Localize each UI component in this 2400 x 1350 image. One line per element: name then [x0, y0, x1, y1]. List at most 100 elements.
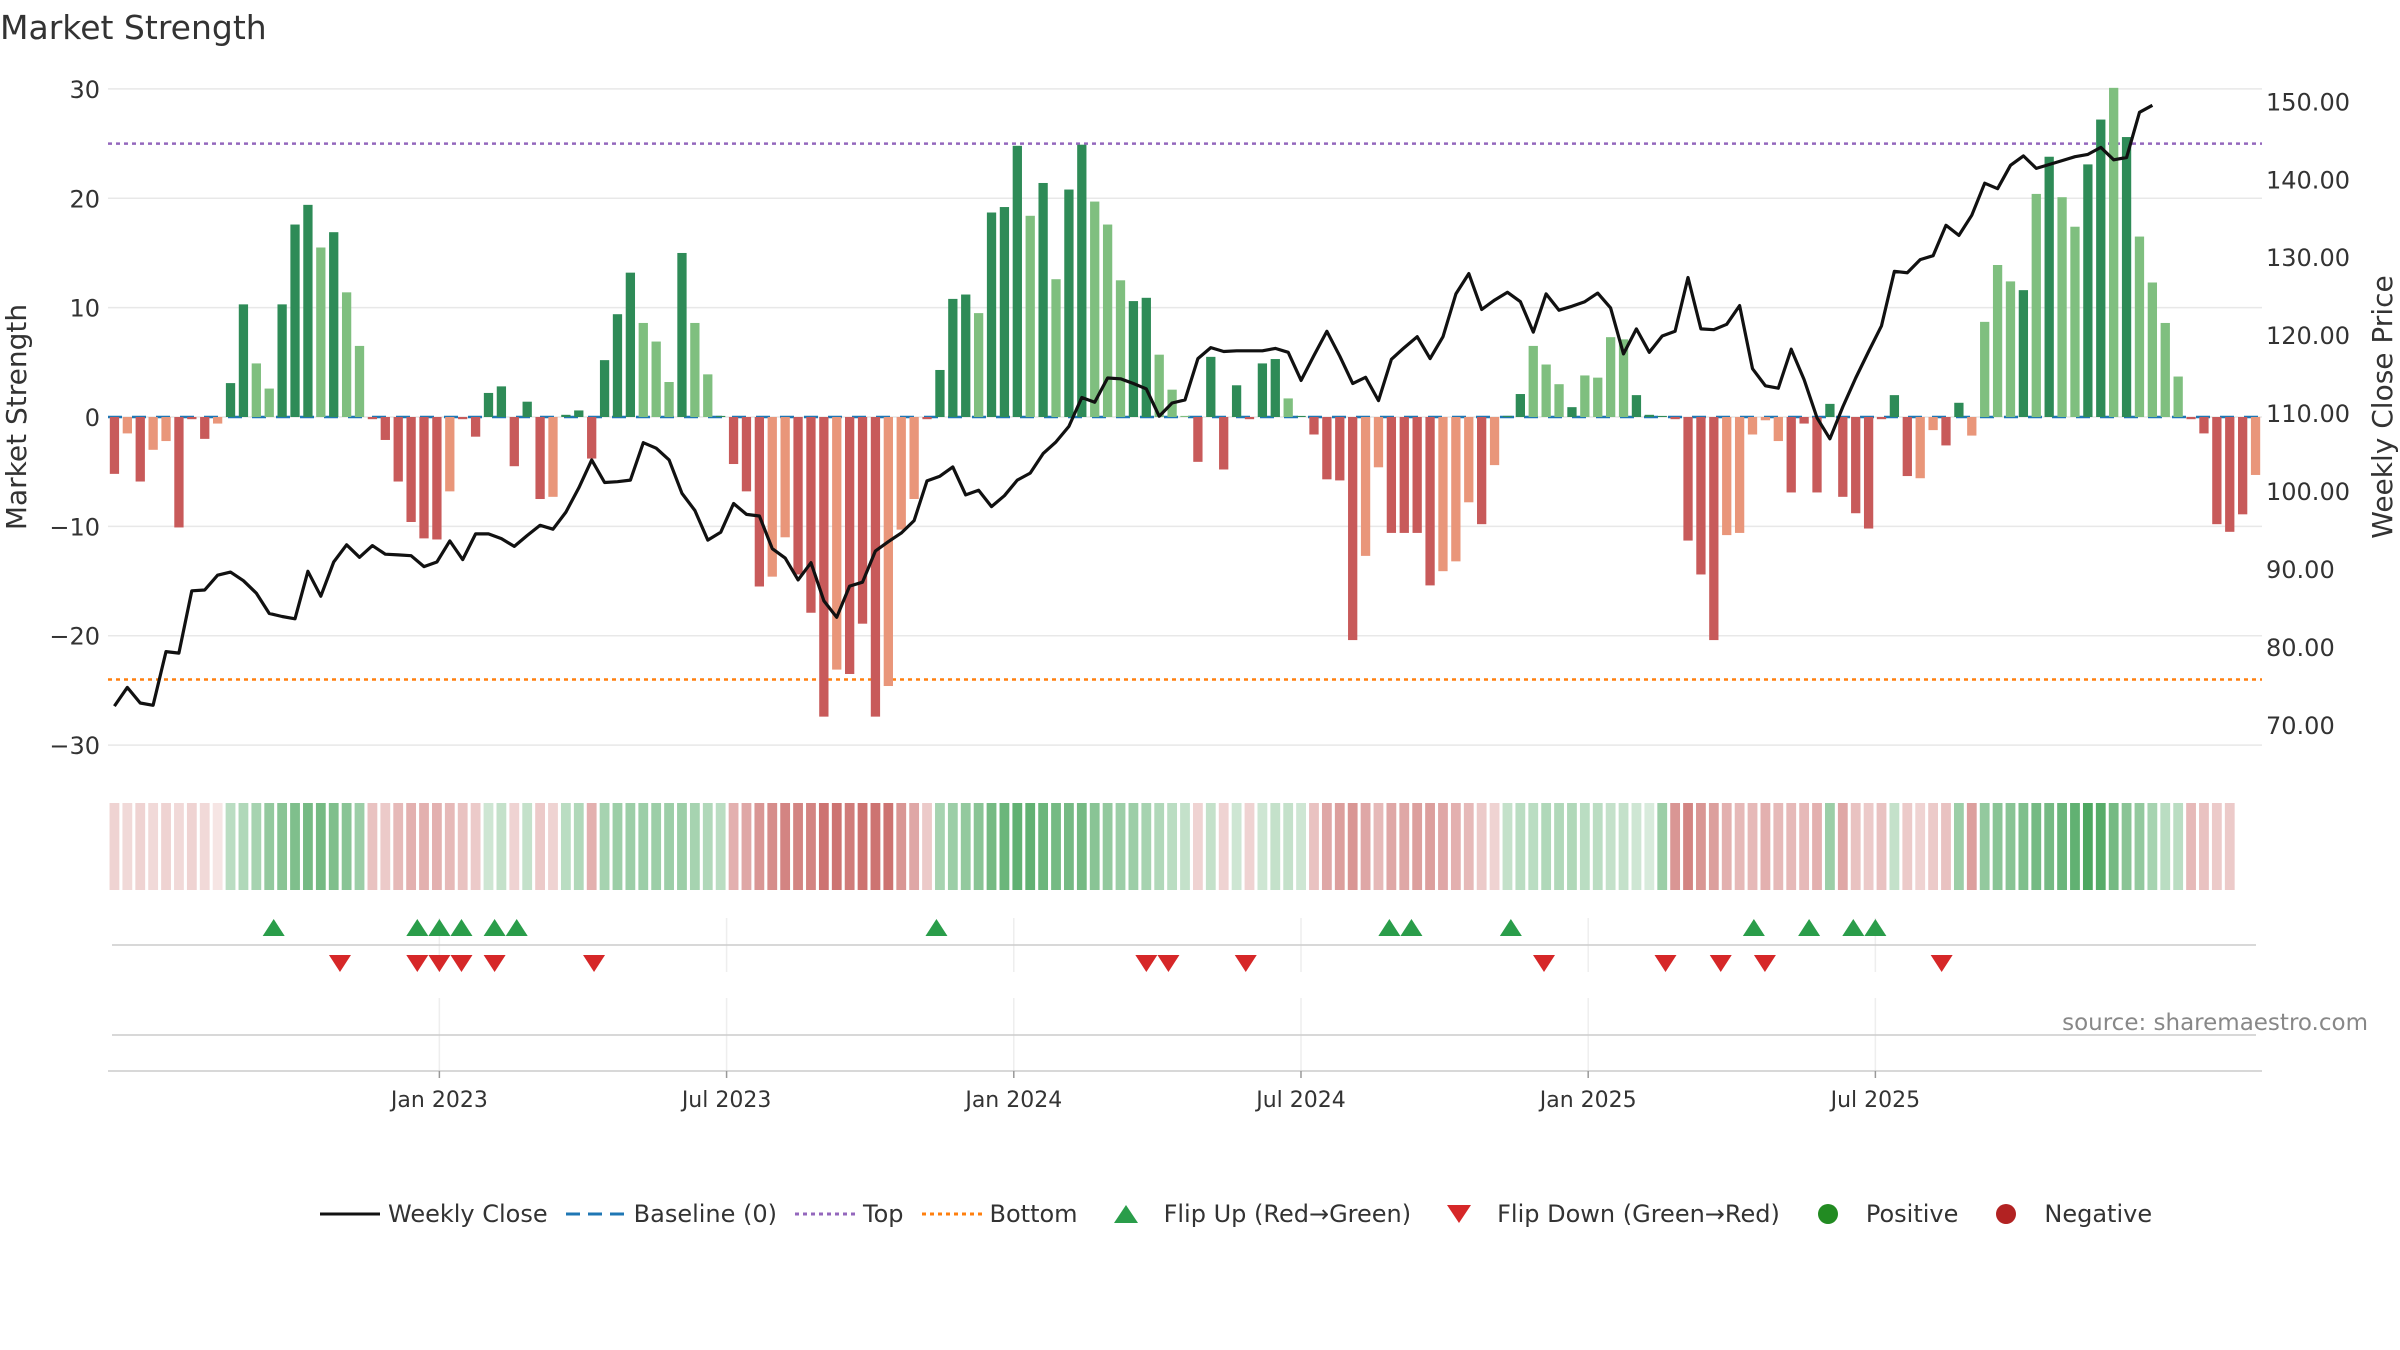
ribbon-cell	[1837, 803, 1848, 890]
ribbon-cell	[393, 803, 404, 890]
ribbon-cell	[1180, 803, 1190, 890]
dotted-line-icon	[795, 1200, 856, 1228]
legend-item-flip-up[interactable]: Flip Up (Red→Green)	[1096, 1200, 1411, 1228]
flip-down-marker	[428, 955, 451, 972]
dotted-line-icon	[921, 1200, 982, 1228]
strength-bar	[1709, 417, 1719, 641]
legend-label: Weekly Close	[388, 1200, 548, 1228]
y2-tick-label: 100.00	[2266, 478, 2350, 506]
ribbon-cell	[2186, 803, 2196, 890]
y2-tick-label: 150.00	[2266, 88, 2350, 116]
ribbon-cell	[818, 803, 829, 890]
ribbon-cell	[741, 803, 752, 890]
flip-up-marker	[1864, 919, 1887, 936]
legend-item-baseline[interactable]: Baseline (0)	[565, 1200, 777, 1228]
ribbon-cell	[2134, 803, 2145, 890]
x-tick-label: Jul 2024	[1254, 1088, 1346, 1113]
legend-item-negative[interactable]: Negative	[1976, 1200, 2152, 1228]
ribbon-cell	[483, 803, 494, 890]
y-tick-label: 30	[69, 76, 100, 104]
ribbon-cell	[1283, 803, 1294, 890]
ribbon-cell	[1786, 803, 1797, 890]
legend-item-top[interactable]: Top	[795, 1200, 904, 1228]
strength-bar	[664, 382, 674, 417]
strength-bar	[135, 417, 145, 482]
strength-bar	[754, 417, 765, 587]
y-tick-label: 20	[69, 185, 100, 213]
strength-bar	[1502, 415, 1513, 417]
strength-bars	[109, 87, 2261, 717]
legend-item-bottom[interactable]: Bottom	[921, 1200, 1078, 1228]
strength-bar	[2109, 87, 2119, 418]
strength-bar	[922, 417, 932, 420]
strength-bar	[1515, 394, 1525, 417]
ribbon-cell	[1476, 803, 1487, 890]
triangle-up-icon	[1096, 1200, 1156, 1228]
strength-bar	[1541, 364, 1551, 417]
flip-up-marker	[925, 919, 948, 936]
ribbon-cell	[1463, 803, 1474, 890]
strength-bar	[1064, 189, 1074, 417]
strength-bar	[1464, 417, 1474, 503]
ribbon-cell	[2224, 803, 2235, 890]
ribbon-cell	[1889, 803, 1900, 890]
ribbon-cell	[651, 803, 662, 890]
ribbon-cell	[1438, 803, 1448, 890]
x-tick-label: Jul 2025	[1829, 1088, 1921, 1113]
strength-bar	[690, 322, 700, 417]
ribbon-cell	[186, 803, 197, 890]
grid-lines	[108, 88, 2262, 1072]
strength-bar	[2044, 156, 2054, 418]
ribbon-cell	[612, 803, 623, 890]
ribbon-cell	[1412, 803, 1423, 890]
ribbon-cell	[1863, 803, 1874, 890]
strength-bar	[1812, 417, 1822, 493]
strength-bar	[1335, 417, 1345, 481]
strength-bar	[458, 417, 468, 420]
strength-bar	[703, 374, 713, 417]
ribbon-cell	[457, 803, 468, 890]
ribbon-cell	[238, 803, 249, 890]
strength-bar	[251, 363, 261, 417]
legend-item-weekly-close[interactable]: Weekly Close	[320, 1200, 548, 1228]
ribbon-cell	[1373, 803, 1384, 890]
ribbon-cell	[2160, 803, 2171, 890]
ribbon-cell	[1979, 803, 1990, 890]
ribbon-cell	[148, 803, 159, 890]
strength-bar	[832, 417, 842, 670]
flip-down-marker	[1533, 955, 1555, 972]
strength-bar	[638, 322, 648, 417]
axes: 30 20 10 0 −10 −20 −30 150.00 140.00 130.00 120.00…	[49, 76, 2350, 1113]
strength-bar	[1180, 415, 1190, 417]
strength-bar	[1825, 403, 1835, 417]
flip-down-marker	[1709, 955, 1732, 972]
strength-bar	[819, 417, 829, 717]
strength-bar	[2057, 197, 2067, 417]
legend-item-flip-down[interactable]: Flip Down (Green→Red)	[1429, 1200, 1780, 1228]
strength-bar	[1489, 417, 1500, 466]
flip-up-marker	[450, 919, 473, 936]
ribbon-cell	[1799, 803, 1810, 890]
ribbon-cell	[1321, 803, 1332, 890]
ribbon-cell	[999, 803, 1010, 890]
strength-bar	[1309, 417, 1319, 435]
strength-bar	[1902, 417, 1912, 477]
ribbon-cell	[1270, 803, 1281, 890]
strength-bar	[1399, 417, 1409, 533]
ribbon-cell	[1734, 803, 1745, 890]
ribbon-cell	[1567, 803, 1577, 890]
strength-bar	[896, 417, 906, 530]
strength-bar	[1593, 377, 1603, 417]
strength-bar	[625, 272, 636, 417]
strength-bar	[1670, 417, 1680, 420]
legend-item-positive[interactable]: Positive	[1798, 1200, 1958, 1228]
strength-bar	[973, 313, 984, 417]
flip-up-marker	[1400, 919, 1423, 936]
ribbon-cell	[535, 803, 545, 890]
strength-bar	[509, 417, 519, 467]
strength-bar	[1206, 356, 1216, 417]
y2-tick-label: 90.00	[2266, 556, 2335, 584]
ribbon-cell	[1554, 803, 1564, 890]
strength-bar	[1863, 417, 1874, 529]
strength-bar	[1451, 417, 1461, 562]
